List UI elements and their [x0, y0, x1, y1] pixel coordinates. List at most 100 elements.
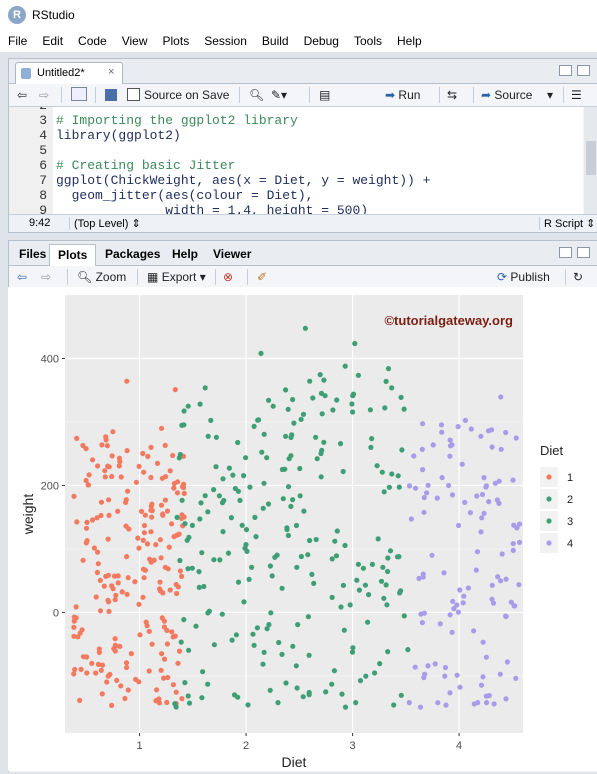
data-point	[140, 594, 146, 600]
previous-plot-arrow-icon[interactable]: ⇦	[17, 270, 28, 284]
refresh-icon[interactable]: ↻	[573, 270, 584, 284]
menu-edit[interactable]: Edit	[42, 34, 64, 48]
data-point	[412, 485, 419, 491]
scrollbar-thumb[interactable]	[586, 141, 596, 175]
code-line[interactable]: geom_jitter(aes(colour = Diet),	[56, 188, 314, 203]
scope-selector[interactable]: (Top Level) ⇕	[69, 217, 141, 230]
data-point	[267, 563, 273, 569]
x-axis-label: Diet	[282, 754, 307, 770]
data-point	[337, 441, 344, 447]
data-point	[383, 582, 389, 588]
data-point	[283, 433, 289, 439]
code-line[interactable]: # Creating basic Jitter	[56, 158, 236, 173]
code-editor[interactable]: 23 # Importing the ggplot2 library 4 librar…	[9, 107, 583, 214]
legend-swatch	[546, 518, 552, 524]
next-plot-arrow-icon[interactable]: ⇨	[41, 270, 52, 284]
data-point	[480, 639, 486, 645]
tab-plots[interactable]: Plots	[49, 244, 97, 266]
tab-help[interactable]: Help	[172, 247, 199, 261]
menu-session[interactable]: Session	[204, 34, 247, 48]
data-point	[513, 435, 519, 441]
data-point	[486, 499, 492, 505]
data-point	[144, 623, 150, 629]
remove-plot-icon[interactable]: ⊗	[223, 270, 234, 284]
zoom-button[interactable]: 🔍︎ Zoom	[77, 269, 126, 285]
data-point	[109, 702, 115, 708]
data-point	[381, 595, 387, 601]
forward-arrow-icon[interactable]: ⇨	[39, 88, 50, 102]
minimize-pane-icon[interactable]	[559, 65, 572, 76]
data-point	[196, 569, 202, 575]
source-on-save-checkbox[interactable]: Source on Save	[127, 87, 229, 103]
rerun-icon[interactable]: ⇆	[447, 88, 458, 102]
data-point	[294, 564, 300, 570]
data-point	[74, 435, 80, 441]
data-point	[363, 673, 369, 679]
data-point	[219, 611, 225, 617]
outline-icon[interactable]: ☰	[571, 88, 582, 102]
maximize-pane-icon[interactable]	[577, 65, 590, 76]
source-dropdown-chevron-down-icon[interactable]: ▾	[547, 88, 554, 102]
data-point	[260, 505, 266, 511]
code-tools-wand-icon[interactable]: ✎▾	[271, 88, 288, 102]
menu-code[interactable]: Code	[78, 34, 107, 48]
data-point	[356, 587, 362, 593]
data-point	[154, 687, 160, 693]
clear-all-broom-icon[interactable]: ✐	[257, 270, 268, 284]
compile-report-icon[interactable]: ▤	[319, 88, 331, 102]
line-gutter	[9, 107, 53, 214]
code-line[interactable]: ggplot(ChickWeight, aes(x = Diet, y = we…	[56, 173, 431, 188]
source-button[interactable]: ➦ Source	[481, 87, 532, 103]
data-point	[449, 442, 455, 448]
tab-packages[interactable]: Packages	[105, 247, 161, 261]
menu-debug[interactable]: Debug	[303, 34, 339, 48]
data-point	[300, 694, 306, 700]
data-point	[200, 669, 206, 675]
legend-entry: 4	[567, 538, 573, 550]
data-point	[228, 515, 234, 521]
code-line[interactable]: library(ggplot2)	[56, 128, 181, 143]
run-button[interactable]: ➡ Run	[385, 87, 420, 103]
data-point	[72, 666, 78, 673]
data-point	[119, 589, 125, 595]
save-icon[interactable]	[105, 87, 121, 103]
menu-view[interactable]: View	[121, 34, 148, 48]
menu-help[interactable]: Help	[396, 34, 422, 48]
watermark: ©tutorialgateway.org	[384, 313, 513, 328]
data-point	[101, 583, 107, 589]
menu-file[interactable]: File	[8, 34, 28, 48]
data-point	[241, 599, 247, 605]
data-point	[173, 581, 179, 588]
data-point	[280, 496, 286, 502]
data-point	[478, 433, 484, 439]
search-icon[interactable]: 🔍︎	[249, 88, 265, 102]
code-line[interactable]: # Importing the ggplot2 library	[56, 113, 298, 128]
code-line[interactable]: width = 1.4, height = 500)	[56, 203, 369, 214]
data-point	[332, 538, 338, 544]
back-arrow-icon[interactable]: ⇦	[17, 88, 28, 102]
tab-viewer[interactable]: Viewer	[213, 247, 252, 261]
data-point	[321, 377, 327, 383]
data-point	[95, 463, 101, 469]
menu-tools[interactable]: Tools	[353, 34, 382, 48]
filetype-selector[interactable]: R Script ⇕	[539, 217, 595, 230]
data-point	[504, 659, 510, 665]
tab-files[interactable]: Files	[19, 247, 47, 261]
menu-plots[interactable]: Plots	[162, 34, 190, 48]
show-in-window-icon[interactable]	[71, 87, 91, 103]
publish-button[interactable]: ⟳ Publish	[497, 269, 550, 285]
data-point	[181, 422, 187, 428]
editor-scrollbar[interactable]	[584, 107, 597, 214]
data-point	[176, 455, 182, 461]
data-point	[176, 648, 183, 654]
minimize-pane-icon[interactable]	[559, 247, 572, 258]
data-point	[71, 493, 77, 499]
data-point	[285, 406, 291, 412]
data-point	[488, 427, 495, 433]
export-button[interactable]: ▦ Export ▾	[147, 269, 206, 285]
tab-untitled2[interactable]: Untitled2* ×	[15, 62, 123, 84]
data-point	[96, 649, 102, 655]
close-icon[interactable]: ×	[108, 66, 115, 78]
maximize-pane-icon[interactable]	[577, 247, 590, 258]
menu-build[interactable]: Build	[261, 34, 289, 48]
